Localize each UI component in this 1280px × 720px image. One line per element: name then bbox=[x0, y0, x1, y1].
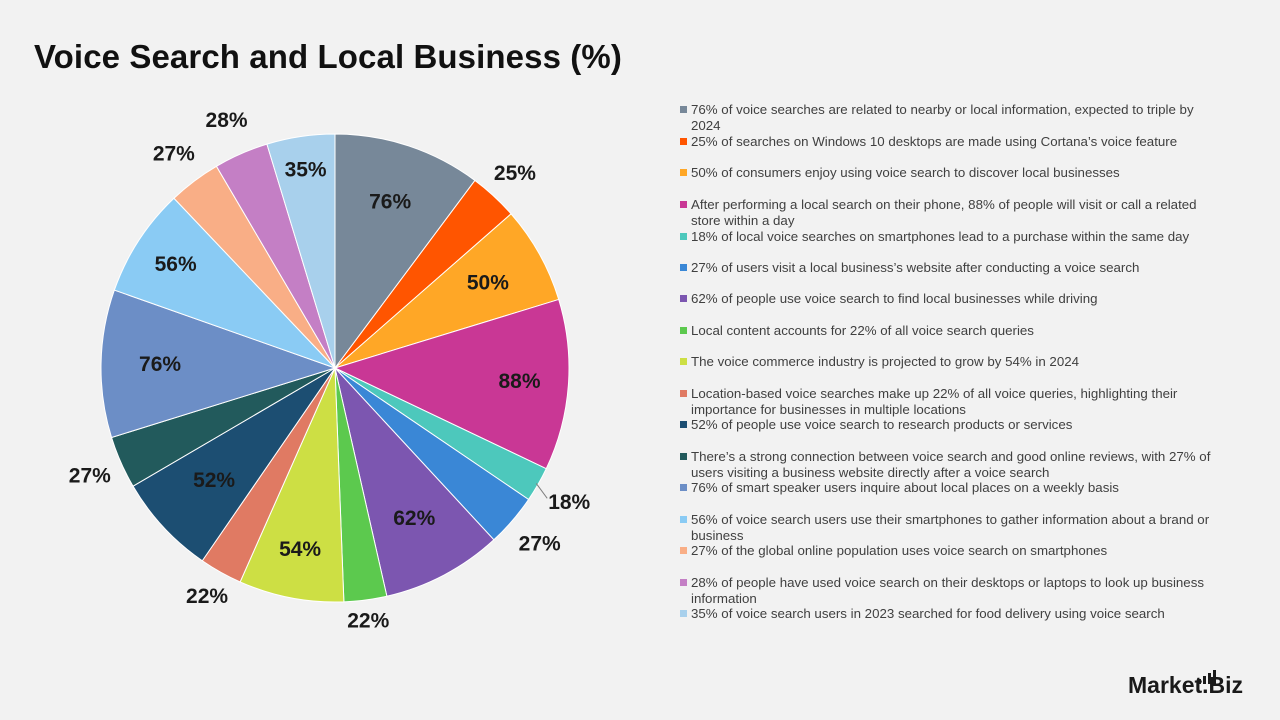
pie-slice bbox=[334, 133, 476, 370]
data-label: 35% bbox=[285, 159, 327, 182]
legend-swatch bbox=[680, 358, 687, 365]
legend-item: 76% of voice searches are related to nea… bbox=[680, 102, 1225, 133]
legend-item: 56% of voice search users use their smar… bbox=[680, 512, 1225, 543]
data-label: 62% bbox=[393, 507, 435, 530]
data-label: 27% bbox=[519, 533, 561, 556]
legend-item: 27% of users visit a local business’s we… bbox=[680, 260, 1225, 276]
data-label: 50% bbox=[467, 271, 509, 294]
legend-item: 62% of people use voice search to find l… bbox=[680, 291, 1225, 307]
legend-label: After performing a local search on their… bbox=[691, 197, 1197, 228]
pie-slice bbox=[239, 367, 345, 603]
data-label: 52% bbox=[193, 469, 235, 492]
legend-item: After performing a local search on their… bbox=[680, 197, 1225, 228]
legend-item: The voice commerce industry is projected… bbox=[680, 354, 1225, 370]
legend-label: There’s a strong connection between voic… bbox=[691, 449, 1211, 480]
legend-label: 50% of consumers enjoy using voice searc… bbox=[691, 165, 1120, 180]
legend-label: 62% of people use voice search to find l… bbox=[691, 291, 1098, 306]
brand-logo: Market.Biz bbox=[1128, 672, 1244, 698]
data-label: 27% bbox=[153, 142, 195, 165]
legend-label: 18% of local voice searches on smartphon… bbox=[691, 229, 1190, 244]
data-label: 18% bbox=[548, 491, 590, 514]
legend-swatch bbox=[680, 547, 687, 554]
legend-swatch bbox=[680, 138, 687, 145]
legend-label: 76% of voice searches are related to nea… bbox=[691, 102, 1194, 133]
brand-bars-icon bbox=[1198, 670, 1216, 684]
legend-swatch bbox=[680, 453, 687, 460]
legend-swatch bbox=[680, 516, 687, 523]
legend-item: 27% of the global online population uses… bbox=[680, 543, 1225, 559]
legend-swatch bbox=[680, 169, 687, 176]
data-label: 76% bbox=[369, 190, 411, 213]
pie-slice bbox=[132, 367, 336, 562]
legend-swatch bbox=[680, 579, 687, 586]
legend-label: The voice commerce industry is projected… bbox=[691, 354, 1080, 369]
pie-slice bbox=[333, 298, 570, 470]
pie-slice bbox=[100, 289, 337, 439]
legend-item: Local content accounts for 22% of all vo… bbox=[680, 323, 1225, 339]
legend-item: There’s a strong connection between voic… bbox=[680, 449, 1225, 480]
legend-label: Location-based voice searches make up 22… bbox=[691, 386, 1178, 417]
legend-item: 25% of searches on Windows 10 desktops a… bbox=[680, 134, 1225, 150]
legend-swatch bbox=[680, 484, 687, 491]
legend-item: 76% of smart speaker users inquire about… bbox=[680, 480, 1225, 496]
legend-swatch bbox=[680, 610, 687, 617]
legend-swatch bbox=[680, 201, 687, 208]
legend-label: Local content accounts for 22% of all vo… bbox=[691, 323, 1034, 338]
legend-item: 28% of people have used voice search on … bbox=[680, 575, 1225, 606]
legend-item: 18% of local voice searches on smartphon… bbox=[680, 229, 1225, 245]
legend-swatch bbox=[680, 390, 687, 397]
legend-label: 28% of people have used voice search on … bbox=[691, 575, 1204, 606]
data-label: 22% bbox=[347, 609, 389, 632]
legend-swatch bbox=[680, 106, 687, 113]
data-label: 22% bbox=[186, 585, 228, 608]
data-label: 28% bbox=[206, 109, 248, 132]
pie-slice bbox=[334, 366, 495, 597]
legend-label: 25% of searches on Windows 10 desktops a… bbox=[691, 134, 1178, 149]
data-label: 25% bbox=[494, 162, 536, 185]
legend-swatch bbox=[680, 421, 687, 428]
legend-swatch bbox=[680, 264, 687, 271]
legend-label: 35% of voice search users in 2023 search… bbox=[691, 606, 1165, 621]
legend-item: 50% of consumers enjoy using voice searc… bbox=[680, 165, 1225, 181]
data-label: 76% bbox=[139, 353, 181, 376]
legend-label: 27% of the global online population uses… bbox=[691, 543, 1108, 558]
legend-label: 52% of people use voice search to resear… bbox=[691, 417, 1073, 432]
legend-swatch bbox=[680, 295, 687, 302]
data-label: 27% bbox=[69, 465, 111, 488]
legend-item: 52% of people use voice search to resear… bbox=[680, 417, 1225, 433]
legend-item: Location-based voice searches make up 22… bbox=[680, 386, 1225, 417]
pie-slice bbox=[266, 133, 336, 369]
legend-label: 27% of users visit a local business’s we… bbox=[691, 260, 1140, 275]
leader-line bbox=[535, 483, 548, 499]
legend-item: 35% of voice search users in 2023 search… bbox=[680, 606, 1225, 622]
legend-swatch bbox=[680, 327, 687, 334]
page-title: Voice Search and Local Business (%) bbox=[34, 38, 622, 75]
legend-swatch bbox=[680, 233, 687, 240]
data-label: 88% bbox=[498, 370, 540, 393]
data-label: 54% bbox=[279, 538, 321, 561]
pie-slice bbox=[113, 197, 336, 369]
legend-label: 76% of smart speaker users inquire about… bbox=[691, 480, 1119, 495]
data-label: 56% bbox=[155, 253, 197, 276]
legend-label: 56% of voice search users use their smar… bbox=[691, 512, 1210, 543]
